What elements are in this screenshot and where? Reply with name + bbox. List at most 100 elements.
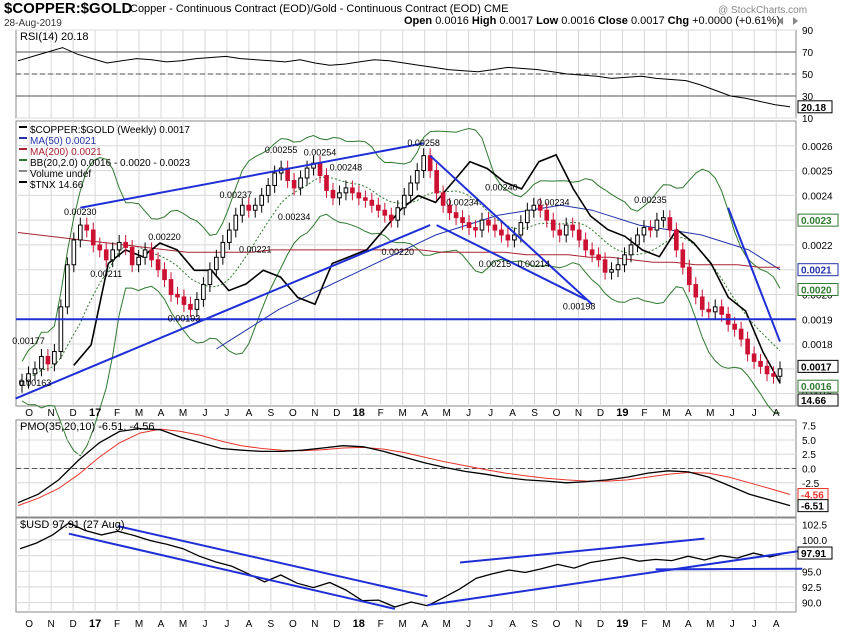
candle-body [408, 182, 414, 196]
legend-entry: $COPPER:$GOLD (Weekly) 0.0017 [30, 125, 190, 136]
x-tick-label: F [641, 619, 647, 630]
candle-body [518, 222, 524, 236]
chg-value: +0.0000 (+0.61%) [692, 15, 781, 27]
x-tick-label: S [268, 408, 275, 419]
candle-body [388, 214, 394, 221]
candle-body [356, 192, 362, 199]
candle-body [252, 204, 258, 211]
usd-line [19, 522, 787, 608]
candle-body [97, 244, 103, 251]
candle-body [142, 249, 148, 258]
usd-trendline-upper-falling [117, 525, 428, 598]
x-tick-label: A [246, 619, 253, 630]
candle-body [291, 179, 297, 189]
price-annotation: 0.00237 [220, 190, 253, 200]
candle-body [39, 355, 44, 370]
price-side-label: 0.0020 [801, 286, 832, 297]
x-tick-label: M [662, 619, 670, 630]
x-tick-label: D [333, 408, 340, 419]
x-tick-label: M [442, 408, 450, 419]
candle-body [680, 249, 686, 268]
price-annotation: 0.00234 [278, 212, 311, 222]
rsi-y-tick-label: 10 [802, 114, 814, 125]
bb-upper-band [21, 127, 781, 362]
x-tick-label: S [268, 619, 275, 630]
x-tick-label: S [531, 619, 538, 630]
price-y-tick-label: 0.0019 [802, 315, 833, 326]
x-tick-label: M [179, 408, 187, 419]
usd-title: $USD 97.91 (27 Aug) [20, 519, 125, 531]
x-tick-label: 19 [616, 407, 628, 419]
candle-body [246, 204, 252, 211]
price-side-label: 0.0021 [801, 266, 832, 277]
x-tick-label: A [509, 619, 516, 630]
candle-body [414, 170, 420, 184]
price-side-label: 0.0016 [801, 382, 832, 393]
price-panel-frame [15, 120, 797, 407]
x-tick-label: O [289, 619, 297, 630]
candle-body [712, 306, 718, 313]
candle-body [376, 204, 381, 211]
pmo-title: PMO(35,20,10) -6.51, -4.56 [20, 421, 155, 433]
x-tick-label: M [179, 619, 187, 630]
candle-body [622, 254, 627, 266]
open-value: 0.0016 [435, 15, 469, 27]
candle-body [596, 254, 601, 261]
x-tick-label: O [25, 619, 33, 630]
price-y-tick-label: 0.0025 [802, 167, 833, 178]
candle-body [129, 246, 135, 266]
close-label: Close [597, 15, 628, 27]
candle-body [764, 365, 770, 375]
candle-body [615, 264, 621, 271]
bb-middle-band [21, 176, 781, 382]
usd-trendline-rising-upper [459, 537, 705, 564]
candle-body [544, 209, 550, 221]
candle-body [220, 241, 226, 258]
x-tick-label: J [202, 408, 207, 419]
candle-body [473, 227, 478, 231]
legend-entry: $TNX 14.66 [30, 180, 84, 191]
chart-date: 28-Aug-2019 [4, 18, 62, 29]
description-text: Copper - Continuous Contract (EOD)/Gold … [130, 3, 481, 15]
candle-body [26, 373, 31, 382]
candle-body [576, 229, 582, 241]
usd-trendline-lower-falling [68, 532, 396, 610]
rsi-line [17, 47, 791, 108]
legend-swatch [19, 159, 27, 161]
x-tick-label: N [48, 408, 55, 419]
candle-body [421, 155, 426, 172]
chg-label: Chg [667, 15, 690, 27]
legend-swatch [19, 170, 27, 172]
price-annotation: 0.00211 [90, 269, 122, 279]
x-tick-label: 19 [616, 618, 628, 630]
x-tick-label: F [378, 408, 384, 419]
price-annotation: 0.00254 [304, 148, 337, 158]
rsi-y-tick-label: 90 [802, 26, 814, 37]
scroll-left-icon[interactable] [776, 16, 786, 26]
usd-trendline-rising-long [427, 549, 803, 607]
close-value: 0.0017 [630, 15, 665, 27]
legend-entry: BB(20,2.0) 0.0016 - 0.0020 - 0.0023 [30, 158, 191, 169]
candle-body [583, 239, 588, 251]
pmo-y-tick-label: -2.5 [802, 479, 820, 490]
candle-body [19, 380, 25, 386]
price-annotation: 0.00163 [19, 378, 52, 388]
exchange-label: CME [483, 3, 509, 15]
x-tick-label: M [135, 619, 143, 630]
usd-support-line [655, 567, 803, 571]
x-tick-label: J [730, 408, 735, 419]
usd-y-tick-label: 95.0 [802, 567, 822, 578]
x-tick-label: A [685, 408, 692, 419]
x-tick-label: J [752, 408, 757, 419]
legend-swatch [19, 126, 27, 128]
pmo-value-label: -4.56 [801, 491, 824, 502]
candle-body [155, 259, 161, 271]
candle-body [635, 234, 640, 246]
candle-body [149, 249, 154, 261]
candle-body [771, 373, 776, 377]
price-annotation: 0.00215 [479, 259, 512, 269]
x-tick-label: A [421, 619, 428, 630]
scroll-right-icon[interactable] [790, 16, 800, 26]
